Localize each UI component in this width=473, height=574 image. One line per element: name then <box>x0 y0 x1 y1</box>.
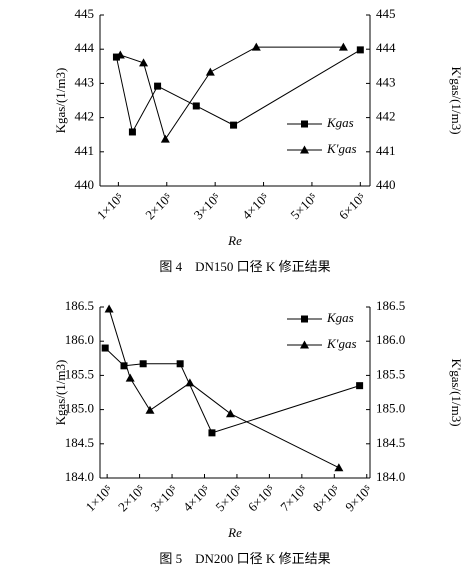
x-tick-label: 3×10⁵ <box>191 190 224 223</box>
y-tick-label: 441 <box>75 143 95 158</box>
x-tick-label: 4×10⁵ <box>180 482 213 515</box>
data-point <box>125 373 135 382</box>
data-point <box>356 46 364 54</box>
data-point <box>338 42 348 51</box>
x-tick-label: 6×10⁵ <box>336 190 369 223</box>
y2-tick-label: 441 <box>376 143 396 158</box>
x-axis-label: Re <box>227 233 242 248</box>
legend-label: K'gas <box>326 141 357 156</box>
y-tick-label: 442 <box>75 109 95 124</box>
data-point <box>139 360 147 368</box>
y2-tick-label: 442 <box>376 109 396 124</box>
y-tick-label: 445 <box>75 6 95 21</box>
y-tick-label: 444 <box>75 40 95 55</box>
data-point <box>104 304 114 313</box>
legend-label: Kgas <box>326 310 354 325</box>
y2-tick-label: 185.5 <box>376 366 405 381</box>
x-tick-label: 1×10⁵ <box>83 482 116 515</box>
x-tick-label: 7×10⁵ <box>277 482 310 515</box>
y-axis-label: Kgas/(1/m3) <box>53 68 68 134</box>
series-line <box>120 46 344 141</box>
y-tick-label: 184.5 <box>65 435 94 450</box>
x-axis-label: Re <box>227 525 242 540</box>
x-tick-label: 1×10⁵ <box>94 190 127 223</box>
y2-tick-label: 445 <box>376 6 396 21</box>
data-point <box>225 409 235 418</box>
x-tick-label: 6×10⁵ <box>245 482 278 515</box>
data-point <box>251 42 261 51</box>
figure-caption: 图 4 DN150 口径 K 修正结果 <box>159 259 330 274</box>
y-tick-label: 185.0 <box>65 401 94 416</box>
legend-label: K'gas <box>326 336 357 351</box>
x-tick-label: 2×10⁵ <box>142 190 175 223</box>
data-point <box>120 362 128 370</box>
data-point <box>230 121 238 129</box>
series-line <box>108 308 340 469</box>
y-axis-label: Kgas/(1/m3) <box>53 360 68 426</box>
data-point <box>185 378 195 387</box>
y-tick-label: 184.0 <box>65 469 94 484</box>
data-point <box>145 405 155 414</box>
y-tick-label: 186.0 <box>65 332 94 347</box>
y-tick-label: 443 <box>75 74 95 89</box>
data-point <box>192 102 200 110</box>
legend-marker <box>301 315 308 323</box>
legend-marker <box>301 120 308 128</box>
data-point <box>112 53 120 61</box>
y2-tick-label: 185.0 <box>376 401 405 416</box>
data-point <box>115 50 125 59</box>
data-point <box>128 128 136 136</box>
x-tick-label: 9×10⁵ <box>342 482 375 515</box>
series-line <box>115 49 361 134</box>
y2-axis-label: K'gas/(1/m3) <box>449 358 464 426</box>
data-point <box>334 463 344 472</box>
data-point <box>139 58 149 67</box>
y-tick-label: 186.5 <box>65 298 94 313</box>
data-point <box>176 360 184 368</box>
x-tick-label: 8×10⁵ <box>310 482 343 515</box>
data-point <box>208 429 216 437</box>
y2-tick-label: 186.5 <box>376 298 405 313</box>
data-point <box>101 344 109 352</box>
y2-tick-label: 186.0 <box>376 332 405 347</box>
legend-label: Kgas <box>326 115 354 130</box>
x-tick-label: 5×10⁵ <box>212 482 245 515</box>
x-tick-label: 4×10⁵ <box>239 190 272 223</box>
y2-tick-label: 444 <box>376 40 396 55</box>
x-tick-label: 2×10⁵ <box>115 482 148 515</box>
y2-tick-label: 184.5 <box>376 435 405 450</box>
data-point <box>160 134 170 143</box>
y-tick-label: 440 <box>75 177 95 192</box>
legend-marker <box>300 145 309 154</box>
x-tick-label: 5×10⁵ <box>287 190 320 223</box>
figure-caption: 图 5 DN200 口径 K 修正结果 <box>159 551 330 566</box>
y2-tick-label: 184.0 <box>376 469 405 484</box>
y2-tick-label: 440 <box>376 177 396 192</box>
legend-marker <box>300 340 309 349</box>
y2-axis-label: K'gas/(1/m3) <box>449 66 464 134</box>
data-point <box>356 382 364 390</box>
data-point <box>154 82 162 90</box>
y2-tick-label: 443 <box>376 74 396 89</box>
y-tick-label: 185.5 <box>65 366 94 381</box>
x-tick-label: 3×10⁵ <box>147 482 180 515</box>
data-point <box>205 67 215 76</box>
